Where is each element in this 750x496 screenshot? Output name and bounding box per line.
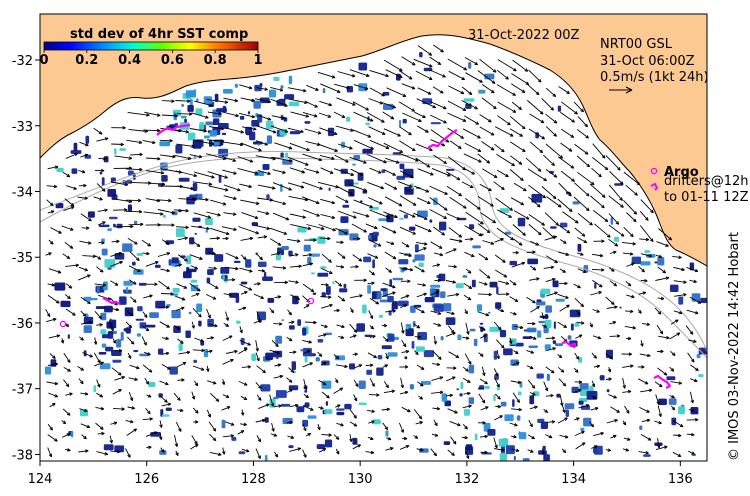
velocity-scale-arrow [609, 86, 633, 94]
x-tick-label: 136 [668, 472, 693, 487]
y-tick-label: -37 [12, 383, 33, 398]
colorbar-tick-label: 0.8 [204, 53, 227, 68]
colorbar-gradient [43, 41, 259, 51]
product-name: NRT00 GSL [600, 37, 673, 52]
y-tick-label: -36 [12, 317, 33, 332]
argo-float-marker [59, 320, 67, 328]
x-tick-label: 126 [134, 472, 159, 487]
x-tick-label: 134 [561, 472, 586, 487]
colorbar: std dev of 4hr SST comp 0 0.2 0.4 0.6 0.8 1 [39, 27, 262, 68]
colorbar-tick-label: 0.6 [161, 53, 184, 68]
drifter-track [102, 297, 121, 305]
colorbar-tick-label: 0.2 [75, 53, 98, 68]
x-tick-label: 132 [454, 472, 479, 487]
y-tick-label: -33 [12, 120, 33, 135]
drifter-legend-label-2: to 01-11 12Z [664, 190, 749, 205]
drifter-legend-label-1: drifters@12h [664, 174, 749, 189]
colorbar-tick-label: 0 [39, 53, 48, 68]
drifter-track [427, 129, 458, 149]
colorbar-tick-label: 1 [253, 53, 262, 68]
drifter-track [561, 340, 577, 349]
argo-legend-label: Argo [664, 165, 699, 180]
y-tick-label: -38 [12, 448, 33, 463]
map-date-title: 31-Oct-2022 00Z [468, 28, 580, 43]
x-tick-label: 124 [28, 472, 53, 487]
y-tick-label: -34 [12, 185, 33, 200]
colorbar-title: std dev of 4hr SST comp [70, 27, 248, 42]
imos-credit: © IMOS 03-Nov-2022 14:42 Hobart [727, 232, 742, 461]
drifter-legend-marker [650, 182, 659, 191]
surface-current-arrows [45, 44, 702, 460]
x-tick-label: 130 [348, 472, 373, 487]
argo-drifter-tracks [59, 123, 672, 389]
argo-float-marker [307, 297, 315, 305]
plot-frame [39, 13, 708, 462]
argo-legend-marker [650, 167, 658, 175]
y-tick-label: -35 [12, 251, 33, 266]
longitude-axis: 124 126 128 130 132 134 136 [28, 461, 693, 487]
depth-contour-line [40, 157, 707, 359]
y-tick-label: -32 [12, 54, 33, 69]
drifter-track [156, 123, 191, 136]
australian-coastline-land [40, 14, 707, 267]
latitude-axis: -32 -33 -34 -35 -36 -37 -38 [12, 54, 40, 463]
product-time: 31-Oct 06:00Z [600, 54, 695, 69]
depth-contour-line [40, 151, 707, 353]
drifter-track [653, 374, 672, 389]
velocity-scale-label: 0.5m/s (1kt 24h) [600, 70, 709, 85]
colorbar-tick-label: 0.4 [118, 53, 141, 68]
x-tick-label: 128 [241, 472, 266, 487]
